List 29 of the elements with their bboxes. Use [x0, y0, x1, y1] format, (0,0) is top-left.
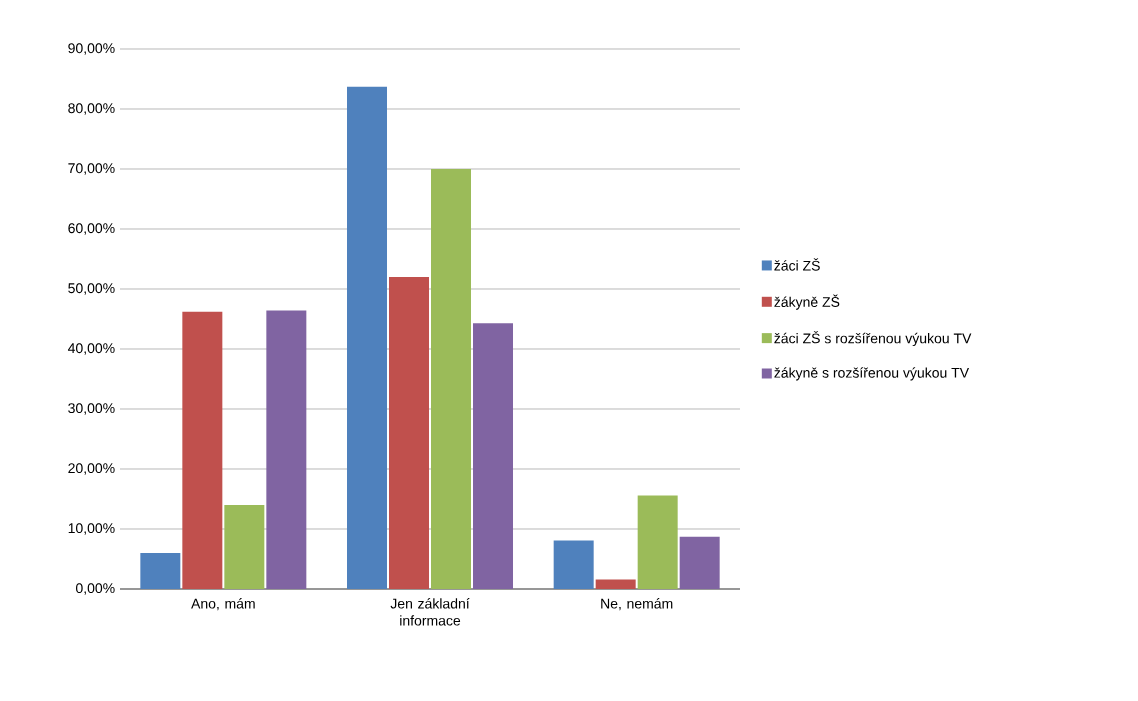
legend-label: žáci ZŠ — [774, 258, 820, 271]
bar — [595, 579, 636, 589]
bar — [140, 552, 181, 589]
bar — [679, 536, 720, 589]
legend-label: žákyně ZŠ — [774, 294, 840, 310]
legend-label: žáci ZŠ s rozšířenou výukou TV — [774, 330, 972, 347]
bar — [637, 495, 678, 589]
y-tick-label: 70,00% — [68, 163, 115, 175]
y-tick-label: 50,00% — [68, 283, 115, 295]
bar — [224, 504, 265, 589]
bar — [553, 540, 594, 589]
y-tick-label: 10,00% — [68, 523, 115, 535]
y-tick-label: 90,00% — [68, 43, 115, 55]
y-tick-label: 0,00% — [76, 583, 115, 595]
legend-label: žákyně s rozšířenou výukou TV — [774, 367, 970, 381]
bar — [389, 276, 430, 589]
bar — [473, 323, 514, 589]
y-tick-label: 40,00% — [67, 343, 115, 355]
x-tick-label: Ano, mám — [191, 598, 255, 611]
x-tick-label: Jen základní informace — [390, 598, 470, 626]
y-tick-label: 20,00% — [68, 463, 115, 475]
y-tick-label: 60,00% — [68, 223, 115, 235]
x-tick-label: Ne, nemám — [601, 598, 673, 611]
bar — [182, 311, 223, 589]
bar — [266, 310, 307, 589]
y-tick-label: 80,00% — [68, 103, 115, 115]
bar — [431, 169, 472, 589]
y-tick-label: 30,00% — [68, 403, 115, 415]
bar — [347, 86, 388, 589]
